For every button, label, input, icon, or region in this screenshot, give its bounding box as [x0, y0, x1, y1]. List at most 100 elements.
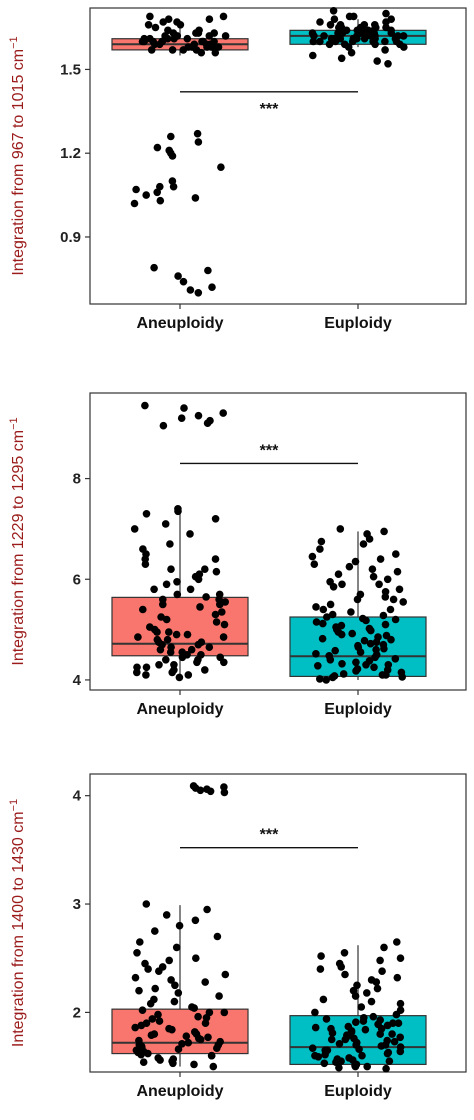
- data-point: [175, 673, 184, 682]
- data-point: [183, 630, 192, 639]
- data-point: [221, 970, 230, 979]
- data-point: [380, 943, 388, 952]
- data-point: [144, 21, 153, 29]
- data-point: [385, 1057, 394, 1065]
- data-point: [167, 565, 175, 573]
- data-point: [138, 1006, 147, 1014]
- data-point: [207, 1051, 216, 1060]
- data-point: [139, 605, 147, 614]
- data-point: [389, 595, 398, 604]
- data-point: [184, 1038, 193, 1047]
- data-point: [204, 266, 212, 275]
- data-point: [390, 1037, 399, 1046]
- data-point: [184, 43, 192, 51]
- data-point: [168, 46, 177, 54]
- data-point: [220, 658, 228, 667]
- data-point: [158, 963, 167, 971]
- data-point: [156, 182, 164, 191]
- y-tick-label: 1.5: [60, 61, 81, 78]
- data-point: [381, 588, 390, 596]
- data-point: [340, 40, 349, 49]
- y-axis-label-text: Integration from 1400 to 1430 cm: [10, 811, 27, 1047]
- data-point: [150, 995, 158, 1004]
- data-point: [131, 1023, 139, 1032]
- data-point: [166, 648, 175, 656]
- data-point: [353, 981, 361, 990]
- data-point: [308, 29, 317, 37]
- data-point: [155, 638, 163, 646]
- data-point: [218, 608, 226, 616]
- data-point: [309, 51, 317, 60]
- data-point: [326, 578, 334, 586]
- data-point: [182, 1032, 191, 1040]
- data-point: [205, 643, 214, 651]
- data-point: [327, 1035, 336, 1044]
- data-point: [316, 18, 324, 26]
- data-point: [211, 48, 220, 57]
- data-point: [354, 643, 363, 651]
- data-point: [154, 1010, 162, 1019]
- data-point: [221, 32, 230, 40]
- data-point: [213, 932, 222, 941]
- data-point: [173, 578, 181, 586]
- data-point: [400, 43, 408, 51]
- data-point: [366, 639, 375, 648]
- data-point: [328, 610, 337, 619]
- data-point: [157, 613, 165, 621]
- data-point: [348, 629, 357, 638]
- data-point: [191, 572, 200, 581]
- data-point: [147, 46, 156, 54]
- data-point: [363, 989, 371, 997]
- data-point: [150, 585, 158, 594]
- y-axis-label-superscript: −1: [8, 36, 20, 49]
- data-point: [220, 1008, 229, 1017]
- data-point: [363, 1062, 372, 1071]
- data-point: [165, 956, 173, 965]
- data-point: [316, 965, 325, 973]
- data-point: [168, 668, 176, 677]
- data-point: [344, 1022, 353, 1031]
- data-point: [212, 567, 221, 576]
- data-point: [338, 29, 347, 37]
- data-point: [142, 900, 151, 908]
- data-point: [396, 954, 405, 962]
- data-point: [383, 575, 392, 584]
- y-tick-label: 8: [73, 471, 81, 488]
- data-point: [162, 656, 170, 664]
- data-point: [376, 555, 385, 563]
- data-point: [156, 645, 165, 654]
- data-point: [164, 15, 173, 23]
- data-point: [208, 283, 216, 292]
- data-point: [348, 37, 357, 46]
- data-point: [365, 535, 374, 543]
- data-point: [203, 419, 212, 428]
- data-point: [141, 401, 149, 410]
- data-point: [174, 1045, 183, 1053]
- data-point: [177, 414, 186, 423]
- data-point: [381, 620, 390, 629]
- data-point: [351, 557, 360, 566]
- data-point: [165, 628, 173, 636]
- plot-frame: [89, 7, 467, 305]
- data-point: [355, 1045, 363, 1053]
- data-point: [308, 552, 317, 561]
- data-point: [168, 177, 177, 185]
- data-point: [172, 943, 181, 952]
- data-point: [316, 675, 324, 683]
- data-point: [380, 644, 388, 653]
- data-point: [338, 580, 346, 589]
- data-point: [335, 1040, 344, 1048]
- data-point: [382, 631, 391, 640]
- data-point: [398, 673, 407, 681]
- data-point: [332, 1058, 340, 1066]
- data-point: [193, 129, 202, 138]
- data-point: [312, 618, 321, 626]
- data-point: [359, 540, 368, 548]
- data-point: [167, 132, 175, 141]
- x-category-label: Aneuploidy: [136, 1083, 223, 1100]
- data-point: [161, 520, 170, 528]
- x-category-label: Euploidy: [324, 315, 392, 332]
- data-point: [311, 1051, 319, 1060]
- data-point: [148, 1015, 157, 1023]
- data-point: [186, 286, 195, 294]
